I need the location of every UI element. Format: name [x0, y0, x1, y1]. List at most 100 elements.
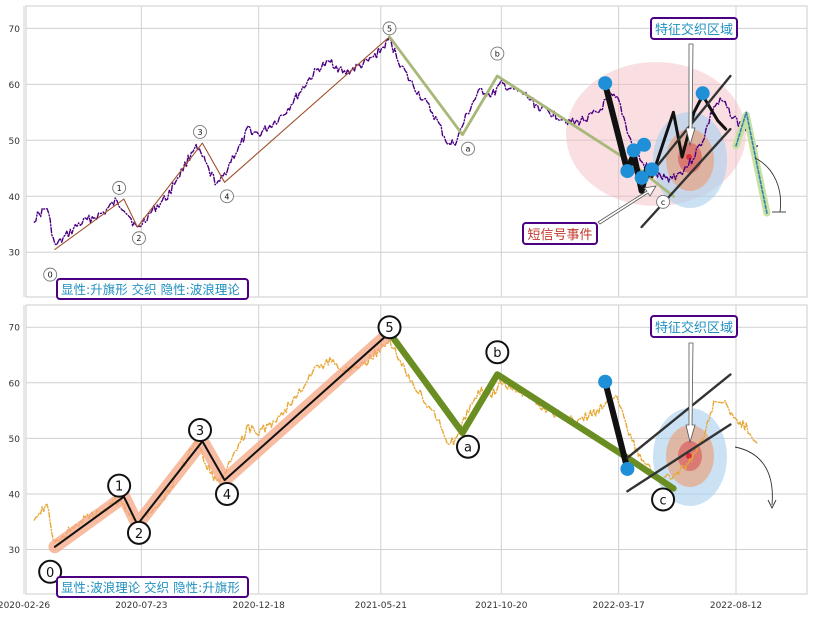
wave-label-circle [43, 267, 58, 282]
top-panel-wave-labels: 0 1 2 3 4 5 a b c [43, 21, 671, 282]
zone-annotation-box-2 [650, 315, 738, 338]
pivot-marker [620, 164, 635, 179]
pattern-annotation-top-box [56, 278, 249, 300]
wave-label-text: 4 [223, 488, 231, 503]
pivot-marker [626, 143, 641, 158]
wave-label-text: b [495, 50, 500, 59]
series-line-channel [626, 373, 732, 459]
top-panel: 30 40 50 60 70 0 1 2 3 4 5 a b c 特征交织区域 短信号事件 显性:升旗形… [9, 5, 808, 300]
wave-label-text: 0 [48, 271, 53, 280]
zone-pointer-arrow-2 [685, 342, 696, 444]
pattern-annotation-bottom-box [56, 576, 249, 598]
forecast-arc-2 [734, 446, 773, 506]
wave-label-text: 1 [115, 480, 123, 495]
wave-label-circle [126, 520, 151, 545]
y-tick-label: 40 [9, 490, 21, 500]
wave-label-circle [456, 434, 481, 459]
wave-label-circle [220, 189, 234, 204]
wave-label-circle [132, 231, 146, 246]
signal-annotation-box [522, 222, 598, 245]
x-tick-label: 2022-03-17 [592, 601, 644, 611]
wave-label-text: 5 [387, 24, 392, 33]
wave-label-circle [651, 487, 676, 512]
series-line-thick-mid [650, 94, 728, 179]
series-line-wave-olive [386, 329, 677, 492]
bottom-panel-series [33, 326, 759, 554]
series-line-wave-thin [54, 36, 391, 250]
wave-label-text: c [661, 198, 665, 207]
y-tick-label: 50 [9, 435, 21, 445]
pivot-marker [620, 461, 635, 476]
y-tick-label: 50 [9, 137, 21, 147]
y-tick-label: 40 [9, 193, 21, 203]
feature-zone-center-dot-2 [686, 453, 692, 459]
wave-label-text: 3 [197, 128, 202, 137]
wave-label-text: 3 [196, 424, 204, 439]
wave-label-text: 1 [117, 184, 122, 193]
bottom-panel-x-ticks: 2020-02-26 2020-07-23 2020-12-18 2021-05-21… [0, 601, 762, 611]
x-tick-label: 2020-07-23 [115, 601, 167, 611]
wave-label-text: 2 [135, 527, 143, 542]
wave-label-text: a [464, 441, 472, 456]
y-tick-label: 70 [9, 324, 21, 334]
wave-label-text: a [466, 145, 471, 154]
wave-label-circle [485, 340, 510, 365]
pivot-marker [634, 170, 649, 185]
pivot-marker [598, 76, 613, 91]
x-tick-label: 2020-02-26 [0, 601, 50, 611]
x-tick-label: 2020-12-18 [233, 601, 286, 611]
x-tick-label: 2021-05-21 [355, 601, 407, 611]
wave-label-text: b [493, 346, 501, 361]
wave-label-circle [656, 194, 671, 209]
pattern-annotation-bottom: 显性:波浪理论 交织 隐性:升旗形 [56, 576, 249, 598]
zone-annotation-box [650, 17, 738, 40]
wave-label-circle [214, 481, 239, 506]
bottom-panel-y-ticks: 30 40 50 60 70 [9, 324, 21, 556]
wave-label-text: 2 [136, 234, 141, 243]
wave-label-circle [188, 418, 213, 443]
y-tick-label: 30 [9, 546, 21, 556]
series-line-channel [640, 127, 732, 229]
signal-pointer-arrow [597, 185, 657, 225]
wave-label-circle [193, 124, 207, 139]
x-tick-label: 2022-08-12 [710, 601, 762, 611]
y-tick-label: 60 [9, 379, 21, 389]
zone-annotation-2: 特征交织区域 [650, 315, 738, 338]
series-line-channel [626, 423, 732, 493]
wave-label-circle [38, 559, 63, 584]
x-tick-label: 2021-10-20 [475, 601, 528, 611]
y-tick-label: 70 [9, 25, 21, 35]
wave-label-text: 5 [385, 321, 393, 336]
pattern-annotation-top-text: 显性:升旗形 交织 隐性:波浪理论 [61, 282, 240, 297]
pivot-marker [598, 374, 613, 389]
zone-annotation-text: 特征交织区域 [655, 22, 733, 38]
forecast-arc [754, 157, 782, 213]
series-line-thick [602, 378, 631, 472]
top-panel-markers [598, 76, 710, 185]
forecast-arc-head-2 [767, 499, 777, 510]
zone-annotation-text-2: 特征交织区域 [655, 320, 733, 336]
series-line-forecast-blue [735, 111, 768, 214]
wave-label-circle [112, 180, 127, 195]
signal-annotation-text: 短信号事件 [527, 228, 592, 243]
wave-label-circle [461, 141, 475, 156]
wave-label-circle [490, 46, 505, 61]
wave-label-text: c [659, 494, 666, 509]
y-tick-label: 30 [9, 249, 21, 259]
wave-label-circle [377, 315, 402, 340]
signal-annotation: 短信号事件 [522, 222, 598, 245]
wave-label-circle [107, 473, 132, 498]
pivot-marker [644, 162, 659, 177]
series-line-wave-black [53, 331, 391, 548]
wave-label-circle [382, 21, 397, 36]
zone-annotation: 特征交织区域 [650, 17, 738, 40]
wave-label-text: 0 [46, 566, 54, 581]
bottom-panel-wave-labels: 0 1 2 3 4 5 a b c [38, 315, 676, 584]
zone-pointer-arrow [685, 43, 696, 147]
pivot-marker [637, 137, 652, 152]
top-panel-y-ticks: 30 40 50 60 70 [9, 25, 21, 259]
pattern-annotation-top: 显性:升旗形 交织 隐性:波浪理论 [56, 278, 249, 300]
